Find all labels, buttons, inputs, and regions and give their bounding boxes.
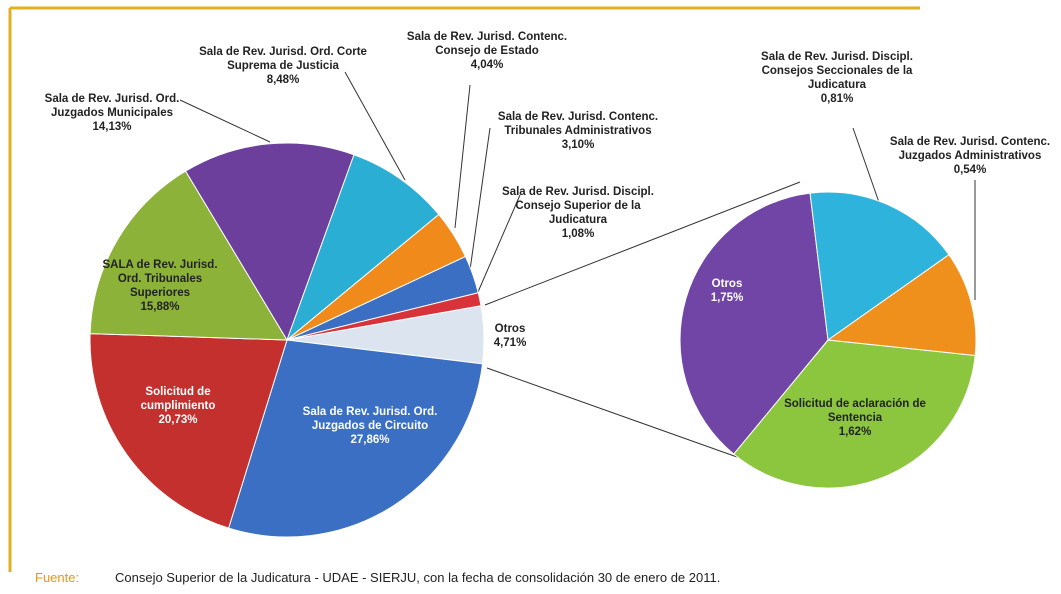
slice-label: Otros [711, 278, 743, 290]
slice-label: Otros [494, 323, 526, 335]
footer-label: Fuente: [35, 570, 80, 585]
slice-label: Sala de Rev. Jurisd. Ord. Corte Suprema … [199, 46, 367, 72]
pie-slice [809, 191, 950, 341]
slice-label: Sala de Rev. Jurisd. Ord. Juzgados de Ci… [302, 406, 438, 432]
slice-label: Sala de Rev. Jurisd. Contenc. Consejo de… [406, 31, 568, 57]
slice-label: Solicitud de cumplimiento [140, 386, 216, 412]
pie-slice [679, 192, 829, 455]
pie-slice [184, 142, 355, 342]
pie-slice [227, 339, 484, 538]
slice-value: 27,86% [350, 434, 390, 446]
pie-slice [285, 154, 440, 342]
pie-slice [89, 333, 288, 529]
slice-label: SALA de Rev. Jurisd. Ord. Tribunales Sup… [102, 259, 218, 299]
slice-label: Sala de Rev. Jurisd. Discipl. Consejos S… [761, 51, 913, 91]
slice-value: 4,71% [493, 337, 527, 349]
slice-value: 1,75% [710, 292, 744, 304]
slice-value: 4,04% [470, 59, 504, 71]
pie-slice [733, 339, 976, 489]
slice-label: Solicitud de aclaración de Sentencia [784, 398, 926, 424]
slice-value: 1,08% [561, 228, 595, 240]
slice-label: Sala de Rev. Jurisd. Contenc. Tribunales… [497, 111, 659, 137]
slice-label: Sala de Rev. Jurisd. Contenc. Juzgados A… [889, 136, 1051, 162]
slice-value: 0,54% [953, 164, 987, 176]
pie-slice [89, 170, 288, 341]
slice-value: 1,62% [838, 426, 872, 438]
pie-slice [826, 254, 977, 357]
slice-value: 8,48% [266, 74, 300, 86]
slice-label: Sala de Rev. Jurisd. Discipl. Consejo Su… [502, 186, 654, 226]
slice-value: 15,88% [140, 301, 180, 313]
footer: Fuente: Consejo Superior de la Judicatura… [35, 570, 720, 585]
slice-value: 0,81% [820, 93, 854, 105]
slice-value: 3,10% [561, 139, 595, 151]
slice-value: 14,13% [92, 121, 132, 133]
slice-value: 20,73% [158, 414, 198, 426]
slice-label: Sala de Rev. Jurisd. Ord. Juzgados Munic… [44, 93, 180, 119]
footer-text: Consejo Superior de la Judicatura - UDAE… [115, 570, 721, 585]
pie-slice [286, 292, 482, 341]
